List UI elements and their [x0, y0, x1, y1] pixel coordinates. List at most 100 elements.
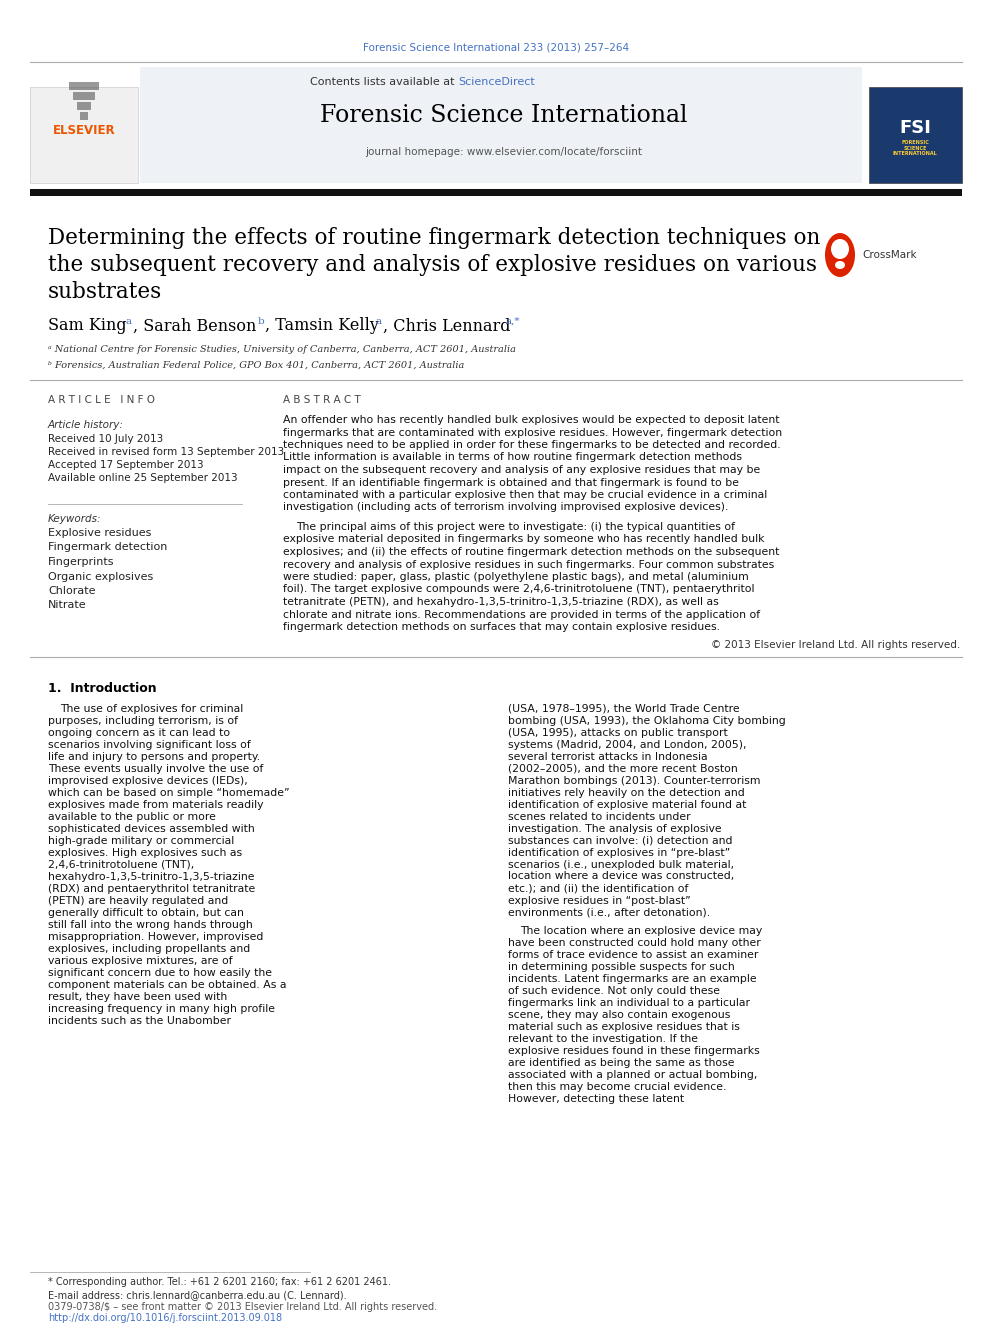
Text: hexahydro-1,3,5-trinitro-1,3,5-triazine: hexahydro-1,3,5-trinitro-1,3,5-triazine — [48, 872, 255, 881]
Text: Organic explosives: Organic explosives — [48, 572, 153, 582]
Text: life and injury to persons and property.: life and injury to persons and property. — [48, 751, 260, 762]
Text: Marathon bombings (2013). Counter-terrorism: Marathon bombings (2013). Counter-terror… — [508, 775, 761, 786]
Text: Contents lists available at: Contents lists available at — [310, 77, 458, 87]
Text: ᵇ Forensics, Australian Federal Police, GPO Box 401, Canberra, ACT 2601, Austral: ᵇ Forensics, Australian Federal Police, … — [48, 360, 464, 369]
Text: FSI: FSI — [899, 119, 930, 138]
Text: investigation. The analysis of explosive: investigation. The analysis of explosive — [508, 823, 721, 833]
Text: scenes related to incidents under: scenes related to incidents under — [508, 811, 690, 822]
Text: present. If an identifiable fingermark is obtained and that fingermark is found : present. If an identifiable fingermark i… — [283, 478, 739, 487]
Text: Forensic Science International: Forensic Science International — [320, 103, 687, 127]
Text: etc.); and (ii) the identification of: etc.); and (ii) the identification of — [508, 884, 688, 893]
Text: Accepted 17 September 2013: Accepted 17 September 2013 — [48, 460, 203, 470]
Text: Fingerprints: Fingerprints — [48, 557, 114, 568]
Text: , Chris Lennard: , Chris Lennard — [383, 318, 511, 335]
Ellipse shape — [835, 261, 845, 269]
Text: Little information is available in terms of how routine fingermark detection met: Little information is available in terms… — [283, 452, 742, 463]
Text: explosives, including propellants and: explosives, including propellants and — [48, 943, 250, 954]
Text: the subsequent recovery and analysis of explosive residues on various: the subsequent recovery and analysis of … — [48, 254, 817, 277]
Text: improvised explosive devices (IEDs),: improvised explosive devices (IEDs), — [48, 775, 248, 786]
Text: available to the public or more: available to the public or more — [48, 811, 216, 822]
Text: (USA, 1995), attacks on public transport: (USA, 1995), attacks on public transport — [508, 728, 728, 737]
Text: Keywords:: Keywords: — [48, 515, 101, 524]
Text: FORENSIC
SCIENCE
INTERNATIONAL: FORENSIC SCIENCE INTERNATIONAL — [893, 140, 937, 156]
Text: fingermarks link an individual to a particular: fingermarks link an individual to a part… — [508, 999, 750, 1008]
Text: scene, they may also contain exogenous: scene, they may also contain exogenous — [508, 1011, 730, 1020]
Text: initiatives rely heavily on the detection and: initiatives rely heavily on the detectio… — [508, 787, 745, 798]
Text: Nitrate: Nitrate — [48, 601, 86, 610]
Text: The principal aims of this project were to investigate: (i) the typical quantiti: The principal aims of this project were … — [296, 523, 735, 532]
Text: substances can involve: (i) detection and: substances can involve: (i) detection an… — [508, 836, 732, 845]
Text: 2,4,6-trinitrotoluene (TNT),: 2,4,6-trinitrotoluene (TNT), — [48, 860, 194, 869]
Text: identification of explosive material found at: identification of explosive material fou… — [508, 799, 746, 810]
Text: of such evidence. Not only could these: of such evidence. Not only could these — [508, 987, 720, 996]
Text: component materials can be obtained. As a: component materials can be obtained. As … — [48, 979, 287, 990]
Text: A R T I C L E   I N F O: A R T I C L E I N F O — [48, 396, 155, 405]
Text: a,*: a,* — [506, 316, 521, 325]
Text: 1.  Introduction: 1. Introduction — [48, 681, 157, 695]
Text: explosive residues found in these fingermarks: explosive residues found in these finger… — [508, 1046, 760, 1057]
Text: a: a — [376, 316, 382, 325]
Text: ELSEVIER: ELSEVIER — [53, 123, 115, 136]
Text: A B S T R A C T: A B S T R A C T — [283, 396, 361, 405]
Text: contaminated with a particular explosive then that may be crucial evidence in a : contaminated with a particular explosive… — [283, 490, 767, 500]
Bar — [140, 67, 862, 183]
Ellipse shape — [825, 233, 855, 277]
Text: still fall into the wrong hands through: still fall into the wrong hands through — [48, 919, 253, 930]
Text: The location where an explosive device may: The location where an explosive device m… — [520, 926, 762, 937]
Text: purposes, including terrorism, is of: purposes, including terrorism, is of — [48, 716, 238, 725]
Text: several terrorist attacks in Indonesia: several terrorist attacks in Indonesia — [508, 751, 707, 762]
Text: forms of trace evidence to assist an examiner: forms of trace evidence to assist an exa… — [508, 950, 758, 960]
Text: journal homepage: www.elsevier.com/locate/forsciint: journal homepage: www.elsevier.com/locat… — [365, 147, 643, 157]
Text: incidents such as the Unabomber: incidents such as the Unabomber — [48, 1016, 231, 1025]
Text: were studied: paper, glass, plastic (polyethylene plastic bags), and metal (alum: were studied: paper, glass, plastic (pol… — [283, 572, 749, 582]
Text: , Tamsin Kelly: , Tamsin Kelly — [265, 318, 379, 335]
Text: (PETN) are heavily regulated and: (PETN) are heavily regulated and — [48, 896, 228, 905]
Text: (USA, 1978–1995), the World Trade Centre: (USA, 1978–1995), the World Trade Centre — [508, 704, 740, 713]
Text: , Sarah Benson: , Sarah Benson — [133, 318, 256, 335]
Text: The use of explosives for criminal: The use of explosives for criminal — [60, 704, 243, 713]
Text: ᵃ National Centre for Forensic Studies, University of Canberra, Canberra, ACT 26: ᵃ National Centre for Forensic Studies, … — [48, 345, 516, 355]
Text: http://dx.doi.org/10.1016/j.forsciint.2013.09.018: http://dx.doi.org/10.1016/j.forsciint.20… — [48, 1312, 282, 1323]
Text: explosives; and (ii) the effects of routine fingermark detection methods on the : explosives; and (ii) the effects of rout… — [283, 546, 780, 557]
Bar — [77, 102, 91, 110]
Text: location where a device was constructed,: location where a device was constructed, — [508, 872, 734, 881]
Text: explosives made from materials readily: explosives made from materials readily — [48, 799, 264, 810]
Text: Received 10 July 2013: Received 10 July 2013 — [48, 434, 164, 445]
Text: sophisticated devices assembled with: sophisticated devices assembled with — [48, 823, 255, 833]
Text: increasing frequency in many high profile: increasing frequency in many high profil… — [48, 1004, 275, 1013]
Text: identification of explosives in “pre-blast”: identification of explosives in “pre-bla… — [508, 848, 730, 857]
Text: Fingermark detection: Fingermark detection — [48, 542, 168, 553]
Text: bombing (USA, 1993), the Oklahoma City bombing: bombing (USA, 1993), the Oklahoma City b… — [508, 716, 786, 725]
Text: tetranitrate (PETN), and hexahydro-1,3,5-trinitro-1,3,5-triazine (RDX), as well : tetranitrate (PETN), and hexahydro-1,3,5… — [283, 597, 719, 607]
Text: recovery and analysis of explosive residues in such fingermarks. Four common sub: recovery and analysis of explosive resid… — [283, 560, 774, 569]
Text: misappropriation. However, improvised: misappropriation. However, improvised — [48, 931, 263, 942]
Text: Article history:: Article history: — [48, 419, 124, 430]
Text: significant concern due to how easily the: significant concern due to how easily th… — [48, 967, 272, 978]
Text: fingermark detection methods on surfaces that may contain explosive residues.: fingermark detection methods on surfaces… — [283, 622, 720, 632]
Text: in determining possible suspects for such: in determining possible suspects for suc… — [508, 963, 735, 972]
Text: Sam King: Sam King — [48, 318, 127, 335]
Text: environments (i.e., after detonation).: environments (i.e., after detonation). — [508, 908, 710, 917]
Text: material such as explosive residues that is: material such as explosive residues that… — [508, 1023, 740, 1032]
Text: ScienceDirect: ScienceDirect — [458, 77, 535, 87]
Bar — [30, 189, 962, 196]
Text: incidents. Latent fingermarks are an example: incidents. Latent fingermarks are an exa… — [508, 975, 757, 984]
Text: explosives. High explosives such as: explosives. High explosives such as — [48, 848, 242, 857]
Text: various explosive mixtures, are of: various explosive mixtures, are of — [48, 955, 233, 966]
Text: ongoing concern as it can lead to: ongoing concern as it can lead to — [48, 728, 230, 737]
Text: then this may become crucial evidence.: then this may become crucial evidence. — [508, 1082, 726, 1093]
Text: a: a — [126, 316, 132, 325]
Text: techniques need to be applied in order for these fingermarks to be detected and : techniques need to be applied in order f… — [283, 441, 781, 450]
Text: systems (Madrid, 2004, and London, 2005),: systems (Madrid, 2004, and London, 2005)… — [508, 740, 747, 750]
Text: which can be based on simple “homemade”: which can be based on simple “homemade” — [48, 787, 290, 798]
Text: foil). The target explosive compounds were 2,4,6-trinitrotoluene (TNT), pentaery: foil). The target explosive compounds we… — [283, 585, 755, 594]
Text: © 2013 Elsevier Ireland Ltd. All rights reserved.: © 2013 Elsevier Ireland Ltd. All rights … — [710, 640, 960, 651]
Bar — [69, 82, 99, 90]
Text: result, they have been used with: result, they have been used with — [48, 991, 227, 1002]
Text: are identified as being the same as those: are identified as being the same as thos… — [508, 1058, 734, 1069]
Text: explosive material deposited in fingermarks by someone who has recently handled : explosive material deposited in fingerma… — [283, 534, 765, 545]
Text: These events usually involve the use of: These events usually involve the use of — [48, 763, 263, 774]
Text: (RDX) and pentaerythritol tetranitrate: (RDX) and pentaerythritol tetranitrate — [48, 884, 255, 893]
Bar — [73, 93, 95, 101]
Bar — [869, 87, 962, 183]
